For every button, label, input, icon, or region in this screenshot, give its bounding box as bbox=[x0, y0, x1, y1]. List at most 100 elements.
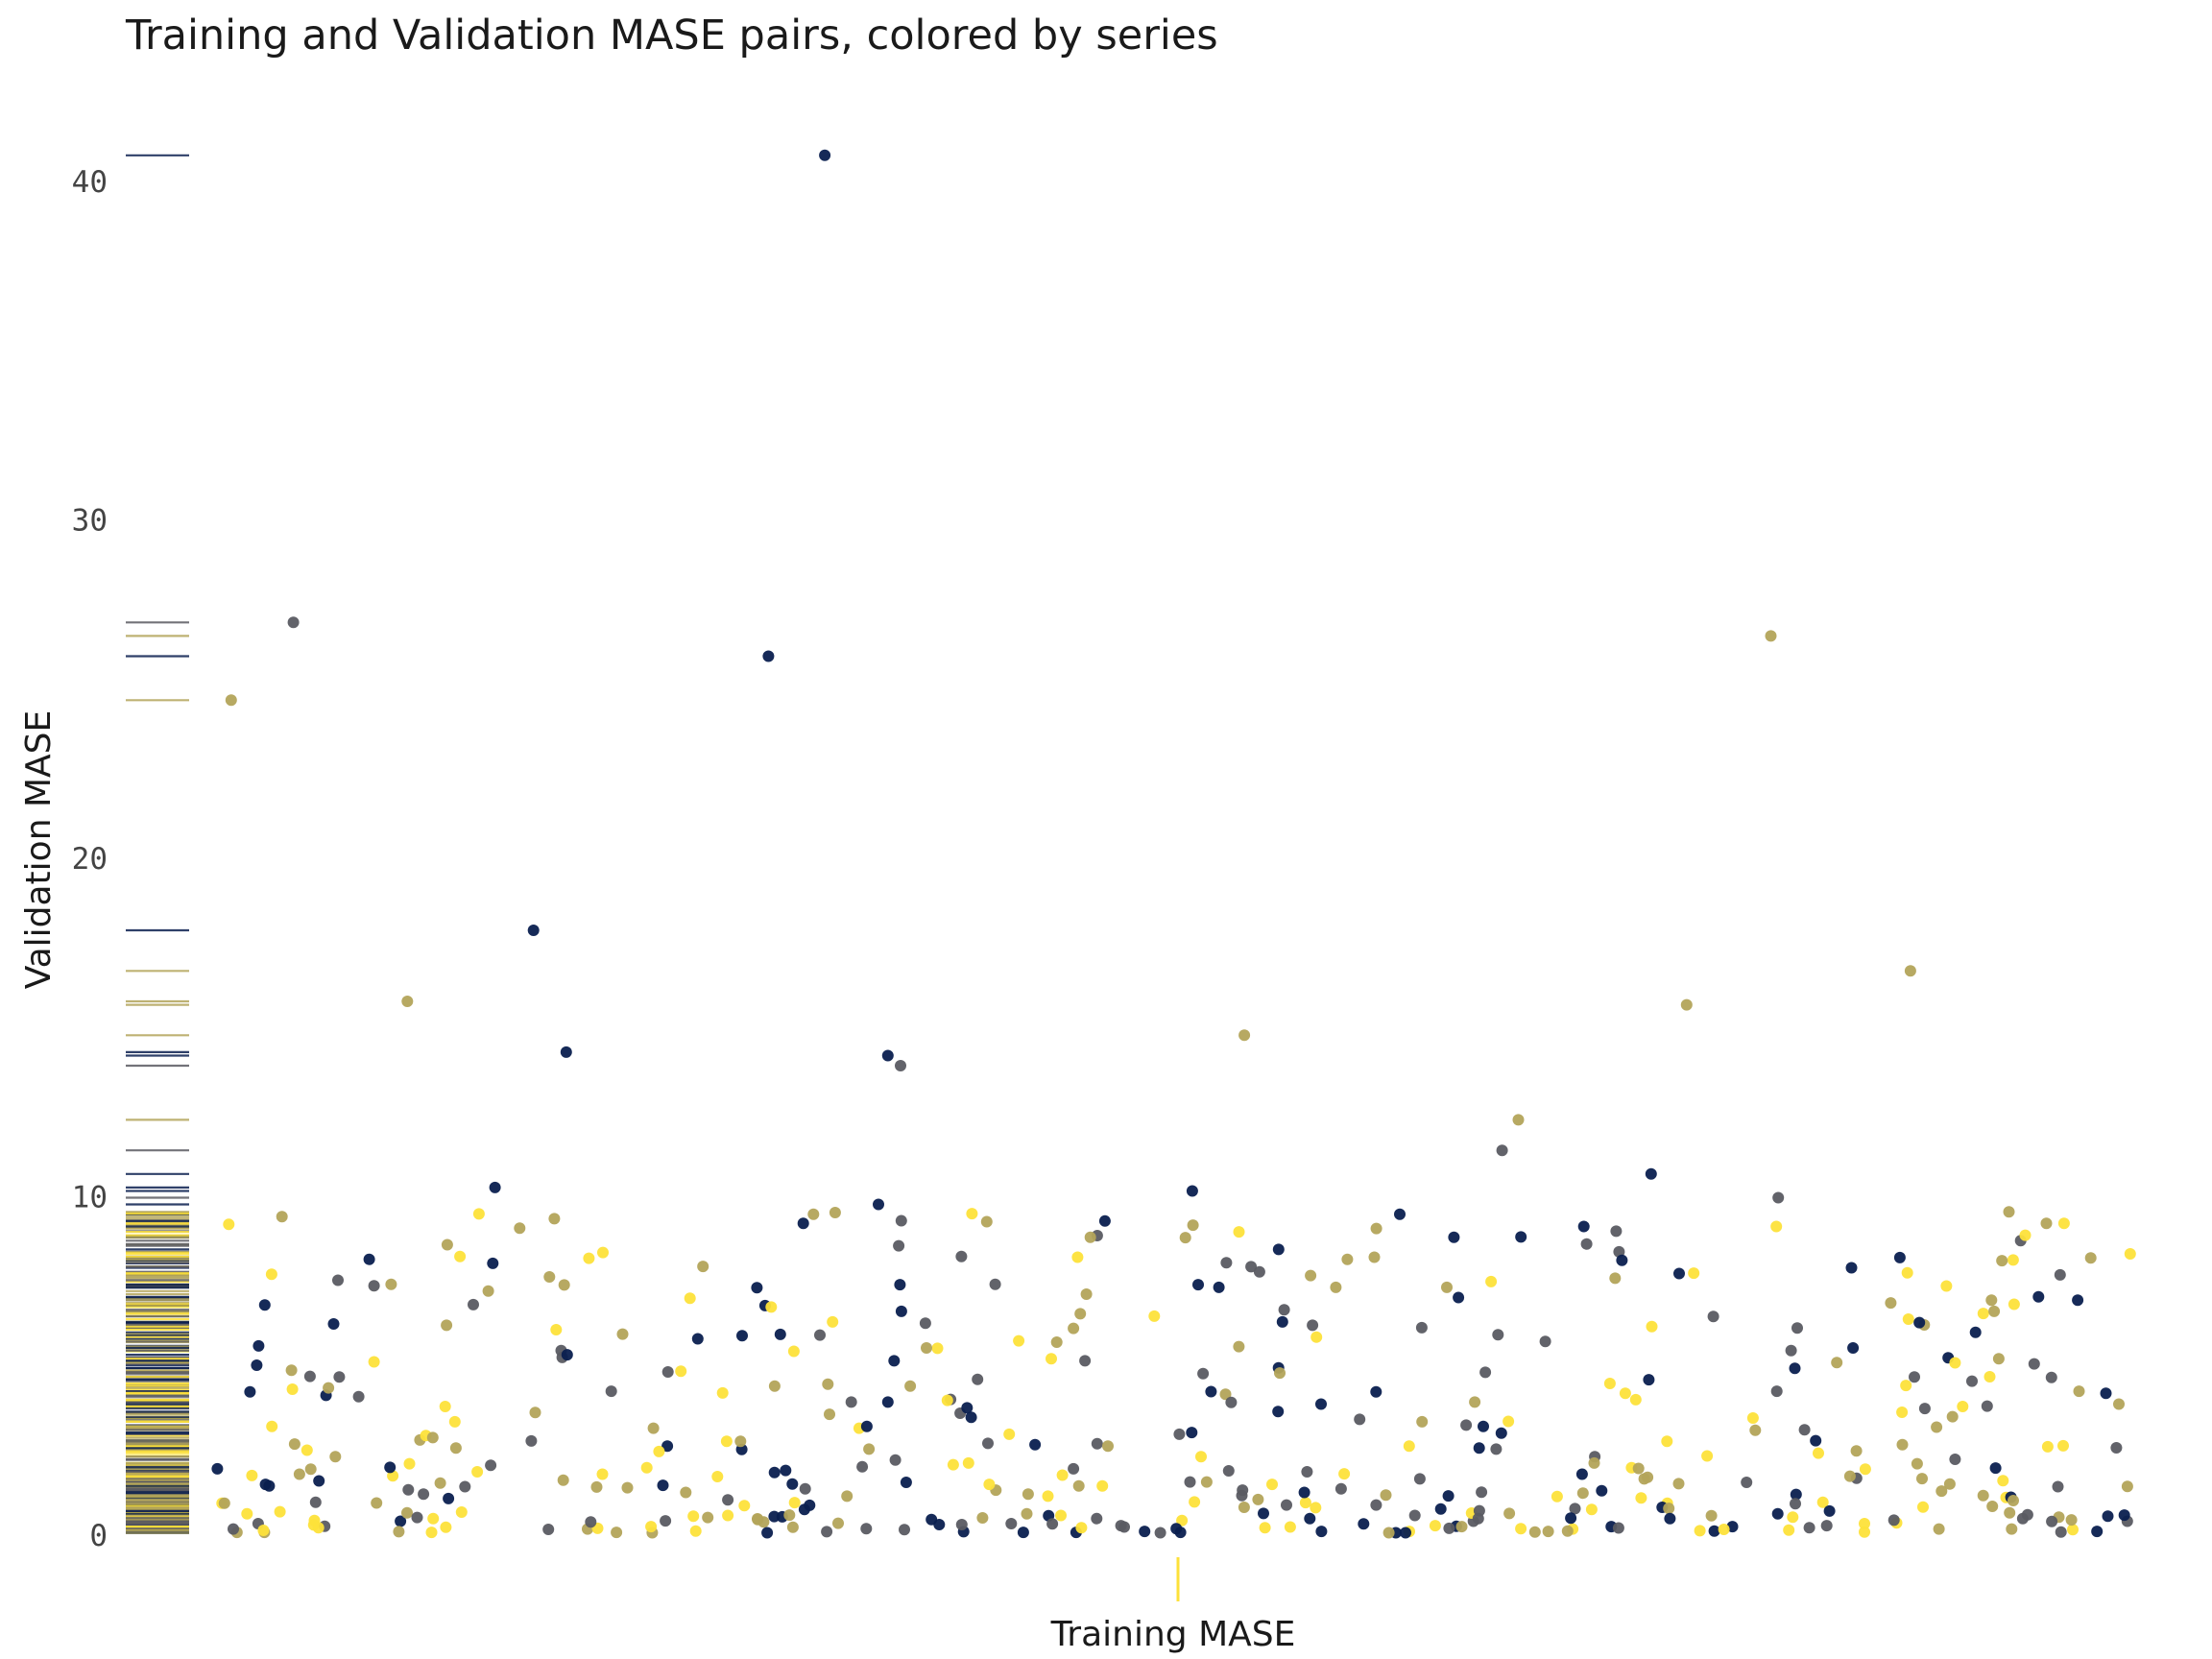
data-point bbox=[738, 1500, 751, 1512]
data-point bbox=[1810, 1434, 1822, 1447]
data-point bbox=[2073, 1385, 2085, 1398]
data-point bbox=[1056, 1469, 1069, 1481]
data-point bbox=[1068, 1462, 1080, 1475]
data-point bbox=[1646, 1320, 1658, 1333]
data-point bbox=[752, 1513, 764, 1526]
data-point bbox=[786, 1478, 799, 1490]
data-point bbox=[1118, 1521, 1130, 1533]
data-point bbox=[1931, 1421, 1943, 1433]
data-point bbox=[1189, 1496, 1201, 1508]
data-point bbox=[489, 1181, 501, 1193]
data-point bbox=[621, 1481, 634, 1494]
y-axis-ticks: 0 10 20 30 40 bbox=[72, 165, 108, 1553]
data-point bbox=[1688, 1267, 1700, 1280]
data-point bbox=[1021, 1507, 1033, 1520]
data-point bbox=[425, 1527, 438, 1539]
data-point bbox=[1400, 1527, 1411, 1539]
data-point bbox=[983, 1479, 996, 1491]
data-point bbox=[931, 1342, 944, 1355]
data-point bbox=[1074, 1308, 1087, 1320]
data-point bbox=[819, 149, 831, 161]
data-point bbox=[653, 1445, 665, 1457]
data-point bbox=[225, 694, 237, 707]
data-point bbox=[1441, 1281, 1453, 1293]
data-point bbox=[1619, 1387, 1631, 1400]
data-point bbox=[1496, 1144, 1508, 1157]
data-point bbox=[900, 1477, 912, 1488]
data-point bbox=[1539, 1335, 1551, 1348]
data-point bbox=[1091, 1512, 1103, 1525]
data-point bbox=[962, 1456, 974, 1469]
data-point bbox=[1718, 1524, 1730, 1535]
data-point bbox=[558, 1279, 570, 1291]
data-point bbox=[1575, 1468, 1588, 1480]
data-point bbox=[1542, 1526, 1554, 1538]
data-point bbox=[1370, 1222, 1382, 1235]
data-point bbox=[1184, 1476, 1196, 1488]
data-point bbox=[689, 1525, 702, 1537]
data-point bbox=[2040, 1217, 2053, 1230]
data-point bbox=[1629, 1393, 1642, 1406]
data-point bbox=[711, 1471, 724, 1482]
data-point bbox=[788, 1497, 801, 1509]
data-point bbox=[768, 1380, 781, 1392]
data-point bbox=[736, 1330, 748, 1342]
data-point bbox=[1492, 1329, 1504, 1341]
data-point bbox=[1358, 1518, 1370, 1530]
data-point bbox=[1551, 1490, 1563, 1503]
data-point bbox=[1029, 1438, 1042, 1451]
data-point bbox=[1772, 1191, 1785, 1204]
data-point bbox=[647, 1422, 660, 1434]
data-point bbox=[1917, 1501, 1929, 1513]
data-point bbox=[1988, 1305, 2001, 1317]
data-point bbox=[1173, 1428, 1186, 1440]
data-point bbox=[1576, 1487, 1589, 1500]
y-tick-label: 20 bbox=[72, 842, 108, 877]
data-point bbox=[459, 1480, 471, 1493]
data-point bbox=[251, 1359, 263, 1371]
data-point bbox=[1179, 1232, 1191, 1244]
data-point bbox=[783, 1509, 796, 1522]
data-point bbox=[1789, 1362, 1801, 1375]
data-point bbox=[2102, 1510, 2114, 1523]
data-point bbox=[211, 1462, 224, 1475]
data-point bbox=[702, 1511, 714, 1524]
data-point bbox=[2021, 1508, 2033, 1521]
data-point bbox=[1565, 1512, 1577, 1525]
data-point bbox=[1408, 1509, 1421, 1522]
data-point bbox=[1448, 1231, 1460, 1243]
data-point bbox=[989, 1278, 1001, 1290]
data-point bbox=[1741, 1477, 1753, 1488]
data-point bbox=[1790, 1488, 1802, 1501]
data-point bbox=[2028, 1358, 2040, 1370]
data-point bbox=[768, 1510, 781, 1523]
data-point bbox=[716, 1386, 729, 1399]
data-point bbox=[1195, 1451, 1207, 1463]
data-point bbox=[1413, 1473, 1426, 1485]
data-point bbox=[1186, 1427, 1198, 1439]
data-point bbox=[1233, 1226, 1245, 1238]
data-point bbox=[1022, 1488, 1034, 1501]
data-point bbox=[1893, 1251, 1906, 1263]
y-tick-label: 40 bbox=[72, 165, 108, 200]
data-point bbox=[1957, 1401, 1969, 1412]
data-point bbox=[1304, 1512, 1316, 1525]
data-point bbox=[1900, 1380, 1912, 1392]
data-point bbox=[895, 1214, 907, 1227]
data-point bbox=[1984, 1371, 1996, 1382]
data-point bbox=[2084, 1252, 2097, 1264]
data-point bbox=[1278, 1304, 1290, 1316]
data-point bbox=[1274, 1367, 1286, 1380]
data-point bbox=[514, 1222, 526, 1235]
data-point bbox=[1253, 1265, 1265, 1278]
data-point bbox=[2054, 1268, 2066, 1281]
data-point bbox=[1148, 1310, 1161, 1322]
data-point bbox=[660, 1515, 672, 1527]
data-point bbox=[860, 1523, 873, 1535]
data-point bbox=[1949, 1357, 1961, 1369]
data-point bbox=[1213, 1281, 1225, 1293]
data-point bbox=[265, 1268, 277, 1281]
data-point bbox=[1885, 1297, 1897, 1310]
data-point bbox=[1933, 1523, 1945, 1535]
data-point bbox=[966, 1208, 978, 1220]
